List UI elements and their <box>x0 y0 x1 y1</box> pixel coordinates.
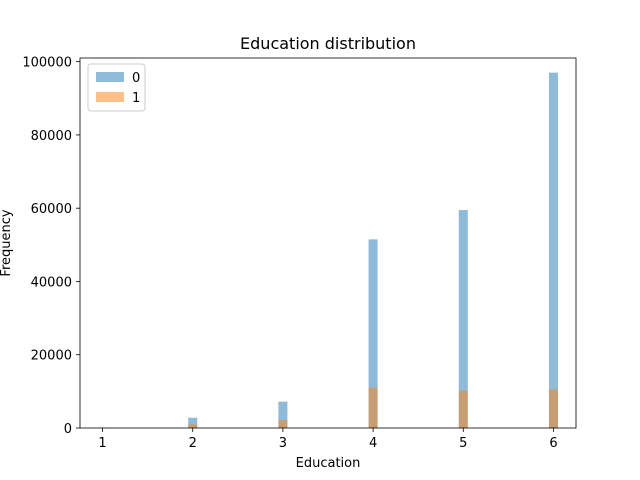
bar-series-0-x-6 <box>548 72 558 428</box>
bar-series-1-x-6 <box>548 389 558 428</box>
plot-frame <box>79 57 577 429</box>
x-tick-label: 6 <box>549 436 557 451</box>
bar-series-1-x-2 <box>188 424 198 428</box>
bar-series-0-x-5 <box>458 210 468 428</box>
x-tick-label: 4 <box>369 436 377 451</box>
y-tick-label: 60000 <box>31 202 72 217</box>
y-tick-label: 100000 <box>22 56 72 71</box>
bar-series-1-x-5 <box>458 390 468 428</box>
y-tick-label: 20000 <box>31 349 72 364</box>
x-axis-label: Education <box>296 456 361 471</box>
legend-label-0: 0 <box>132 71 140 86</box>
x-tick-label: 5 <box>459 436 467 451</box>
legend-label-1: 1 <box>132 91 140 106</box>
bar-series-0-x-3 <box>278 401 288 428</box>
bar-series-0-x-4 <box>368 239 378 428</box>
legend-swatch-1 <box>96 92 124 102</box>
x-tick-label: 2 <box>189 436 197 451</box>
bar-series-0-x-2 <box>188 417 198 428</box>
chart-title: Education distribution <box>240 34 416 53</box>
bar-series-1-x-3 <box>278 419 288 428</box>
legend-swatch-0 <box>96 72 124 82</box>
legend: 01 <box>87 63 146 112</box>
y-tick-label: 40000 <box>31 275 72 290</box>
y-tick-label: 80000 <box>31 129 72 144</box>
x-axis: 1 2 3 4 5 6 <box>98 428 558 451</box>
y-axis: 0 20000 40000 60000 80000 100000 <box>22 56 80 437</box>
x-tick-label: 1 <box>98 436 106 451</box>
x-tick-label: 3 <box>279 436 287 451</box>
bar-series-1-x-4 <box>368 387 378 428</box>
y-axis-label: Frequency <box>0 209 14 276</box>
y-tick-label: 0 <box>64 422 72 437</box>
